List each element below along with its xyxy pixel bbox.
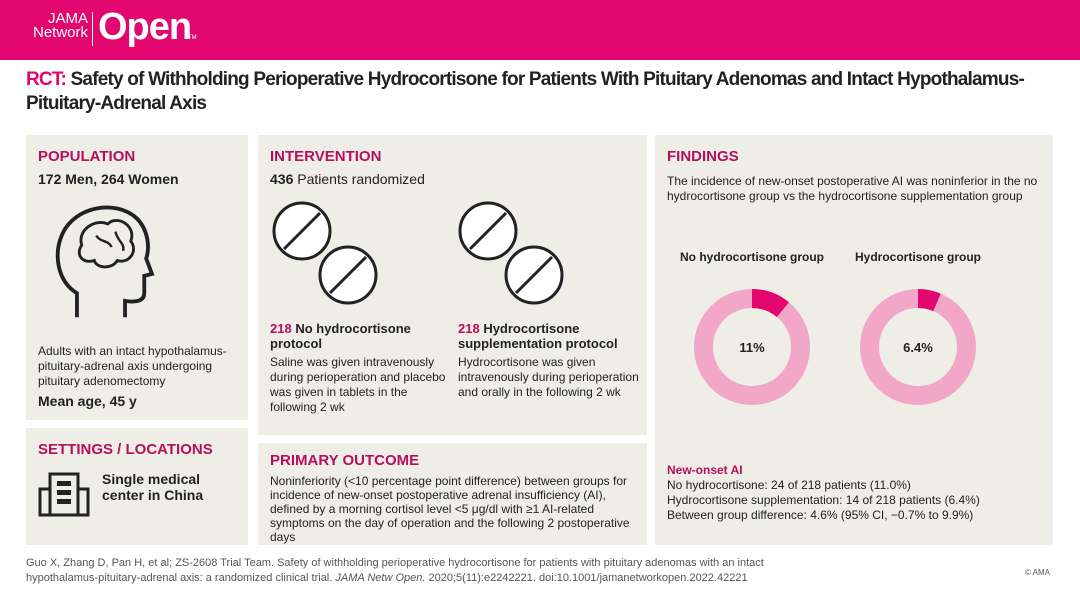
building-icon: [38, 472, 90, 517]
logo-line2: Network: [32, 24, 88, 41]
arm2: 218 Hydrocortisone supplementation proto…: [458, 321, 640, 400]
copyright: © AMA: [1024, 568, 1050, 577]
pill-icon: [272, 201, 378, 305]
population-mean-age: Mean age, 45 y: [38, 393, 137, 409]
donut1-value: 11%: [739, 340, 765, 355]
population-heading: POPULATION: [38, 148, 136, 165]
citation: Guo X, Zhang D, Pan H, et al; ZS-2608 Tr…: [26, 556, 816, 586]
pill-icon: [458, 201, 564, 305]
donut-slice: [752, 289, 789, 317]
arm1-name: No hydrocortisone protocol: [270, 321, 411, 351]
arm2-name: Hydrocortisone supplementation protocol: [458, 321, 618, 351]
findings-heading: FINDINGS: [667, 148, 739, 165]
population-description: Adults with an intact hypothalamus-pitui…: [38, 344, 227, 388]
settings-panel: SETTINGS / LOCATIONS Single medical cent…: [26, 428, 248, 545]
logo-divider: [92, 12, 93, 46]
randomized-count: 436: [270, 171, 294, 187]
randomized-label: Patients randomized: [293, 171, 425, 187]
donut-slice: [918, 289, 941, 312]
logo-line1: JAMA: [47, 10, 88, 27]
header-banner: JAMA Network Open TM: [0, 0, 1080, 60]
primary-outcome-heading: PRIMARY OUTCOME: [270, 452, 420, 469]
arm1: 218 No hydrocortisone protocol Saline wa…: [270, 321, 448, 415]
arm1-description: Saline was given intravenously during pe…: [270, 355, 446, 414]
logo-open: Open: [98, 6, 192, 48]
intervention-heading: INTERVENTION: [270, 148, 382, 165]
logo-tm: TM: [188, 35, 197, 41]
title-prefix: RCT:: [26, 69, 67, 90]
citation-rest: 2020;5(11):e2242221. doi:10.1001/jamanet…: [425, 572, 748, 584]
primary-outcome-text: Noninferiority (<10 percentage point dif…: [270, 474, 630, 544]
title-text: Safety of Withholding Perioperative Hydr…: [26, 69, 1025, 114]
head-brain-icon: [55, 205, 155, 318]
logo-jama-network: JAMA Network: [24, 10, 88, 41]
citation-journal: JAMA Netw Open.: [335, 572, 426, 584]
findings-summary: The incidence of new-onset postoperative…: [667, 174, 1038, 203]
finding-line: Hydrocortisone supplementation: 14 of 21…: [667, 493, 980, 507]
outcome-label: New-onset AI: [667, 463, 743, 477]
findings-panel: FINDINGS The incidence of new-onset post…: [655, 135, 1053, 545]
donut-charts: [694, 289, 976, 405]
donut2-value: 6.4%: [903, 340, 933, 355]
population-details: Adults with an intact hypothalamus-pitui…: [38, 344, 243, 410]
population-counts: 172 Men, 264 Women: [38, 171, 179, 187]
primary-outcome-panel: PRIMARY OUTCOME Noninferiority (<10 perc…: [258, 443, 647, 545]
intervention-panel: INTERVENTION 436 Patients randomized 218…: [258, 135, 647, 435]
donut1-label: No hydrocortisone group: [680, 250, 824, 264]
settings-heading: SETTINGS / LOCATIONS: [38, 441, 213, 458]
findings-results: New-onset AI No hydrocortisone: 24 of 21…: [667, 463, 1047, 523]
arm2-count: 218: [458, 321, 480, 336]
settings-text: Single medical center in China: [102, 471, 204, 503]
page-title: RCT: Safety of Withholding Perioperative…: [26, 68, 1071, 116]
arm1-count: 218: [270, 321, 292, 336]
donut2-label: Hydrocortisone group: [854, 250, 981, 264]
finding-line: Between group difference: 4.6% (95% CI, …: [667, 508, 974, 522]
citation-text: Guo X, Zhang D, Pan H, et al; ZS-2608 Tr…: [26, 557, 764, 584]
population-panel: POPULATION 172 Men, 264 Women Adults wit…: [26, 135, 248, 420]
finding-line: No hydrocortisone: 24 of 218 patients (1…: [667, 478, 911, 492]
arm2-description: Hydrocortisone was given intravenously d…: [458, 355, 639, 399]
